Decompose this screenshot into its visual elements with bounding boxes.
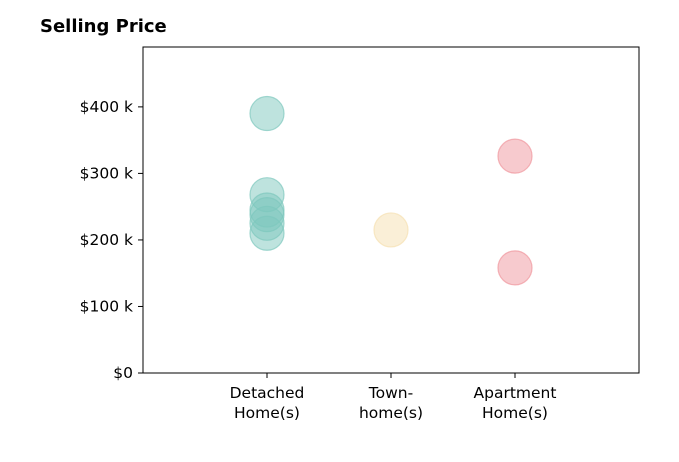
y-tick-label: $0 [113, 364, 133, 382]
chart-title: Selling Price [40, 16, 167, 37]
y-tick-label: $100 k [80, 297, 133, 315]
x-tick-label: Town- [368, 384, 413, 402]
data-point [373, 212, 409, 248]
plot-area-frame [142, 46, 640, 374]
x-tick-label: Home(s) [482, 404, 548, 422]
y-tick-label: $300 k [80, 164, 133, 182]
data-point [497, 138, 533, 174]
x-tick-label: home(s) [359, 404, 423, 422]
x-tick-label: Detached [230, 384, 305, 402]
data-points [249, 95, 533, 286]
x-tick-label: Apartment [474, 384, 557, 402]
x-axis-ticks: Detached Home(s) Town-home(s) Apartment Home… [230, 373, 557, 422]
y-tick-label: $200 k [80, 231, 133, 249]
data-point [249, 215, 285, 251]
x-tick-label: Home(s) [234, 404, 300, 422]
y-axis-ticks: $0 $100 k $200 k $300 k $400 k [80, 98, 143, 382]
data-point [497, 250, 533, 286]
y-tick-label: $400 k [80, 98, 133, 116]
data-point [249, 95, 285, 132]
